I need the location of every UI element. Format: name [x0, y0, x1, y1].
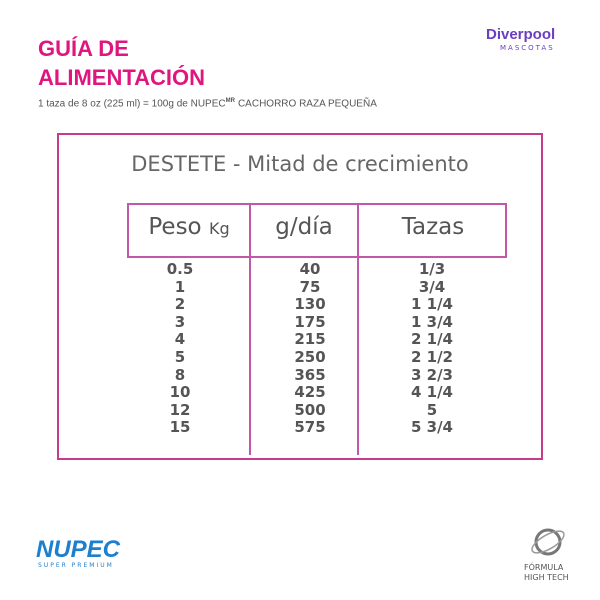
table-cell: 1 3/4 [410, 312, 453, 331]
table-cell: 500 [294, 400, 326, 419]
column-unit: Kg [208, 219, 230, 238]
title-line: ALIMENTACIÓN [38, 65, 206, 90]
table-cell: 4 1/4 [410, 383, 453, 402]
table-cell: 3/4 [418, 277, 446, 296]
table-cell: 425 [294, 383, 326, 402]
table-cell: 15 [169, 418, 191, 437]
table-cell: 3 [174, 312, 186, 331]
formula-text: FÓRMULA [524, 563, 564, 572]
nupec-tagline: SUPER PREMIUM [38, 562, 114, 569]
table-cell: 0.5 [166, 260, 194, 278]
nupec-logo: NUPEC [36, 536, 121, 563]
formula-icon [531, 528, 565, 556]
column-header: g/día [275, 214, 333, 240]
table-cell: 2 [174, 295, 186, 314]
column-label: Peso [148, 214, 202, 240]
table-cell: 5 3/4 [410, 418, 453, 437]
column-divider [249, 203, 251, 455]
table-cell: 575 [294, 418, 326, 437]
table-cell: 8 [174, 365, 186, 384]
subtitle-text: 1 taza de 8 oz (225 ml) = 100g de NUPEC [38, 98, 226, 110]
table-cell: 40 [299, 260, 321, 278]
brand-logo: Diverpool [486, 26, 556, 43]
table-cell: 3 2/3 [410, 365, 453, 384]
table-cell: 175 [294, 312, 326, 331]
table-cell: 2 1/2 [410, 348, 453, 366]
table-cell: 2 1/4 [410, 330, 453, 349]
table-cell: 1/3 [418, 260, 446, 278]
table-frame [57, 133, 543, 460]
title: GUÍA DE ALIMENTACIÓN [38, 34, 205, 92]
trademark: MR [225, 98, 235, 104]
subtitle-text: CACHORRO RAZA PEQUEÑA [237, 98, 377, 110]
table-cell: 250 [294, 348, 326, 366]
table-cell: 12 [169, 400, 191, 419]
title-line: GUÍA DE [38, 36, 129, 61]
table-title: DESTETE - Mitad de crecimiento [131, 152, 469, 176]
table-cell: 1 1/4 [410, 295, 453, 314]
table-cell: 10 [169, 383, 191, 402]
table-cell: 215 [294, 330, 326, 349]
brand-tagline: MASCOTAS [500, 44, 555, 52]
table-cell: 75 [299, 277, 321, 296]
table-cell: 365 [294, 365, 326, 384]
table-cell: 4 [174, 330, 186, 349]
formula-text: HIGH TECH [524, 573, 569, 582]
subtitle: 1 taza de 8 oz (225 ml) = 100g de NUPECM… [38, 98, 377, 109]
column-header: Tazas [401, 214, 465, 240]
table-cell: 5 [426, 400, 438, 419]
column-divider [357, 203, 359, 455]
header-row [127, 203, 507, 258]
table-cell: 130 [294, 295, 326, 314]
table-cell: 1 [174, 277, 186, 296]
column-header: Peso Kg [130, 214, 248, 240]
table-cell: 5 [174, 348, 186, 366]
